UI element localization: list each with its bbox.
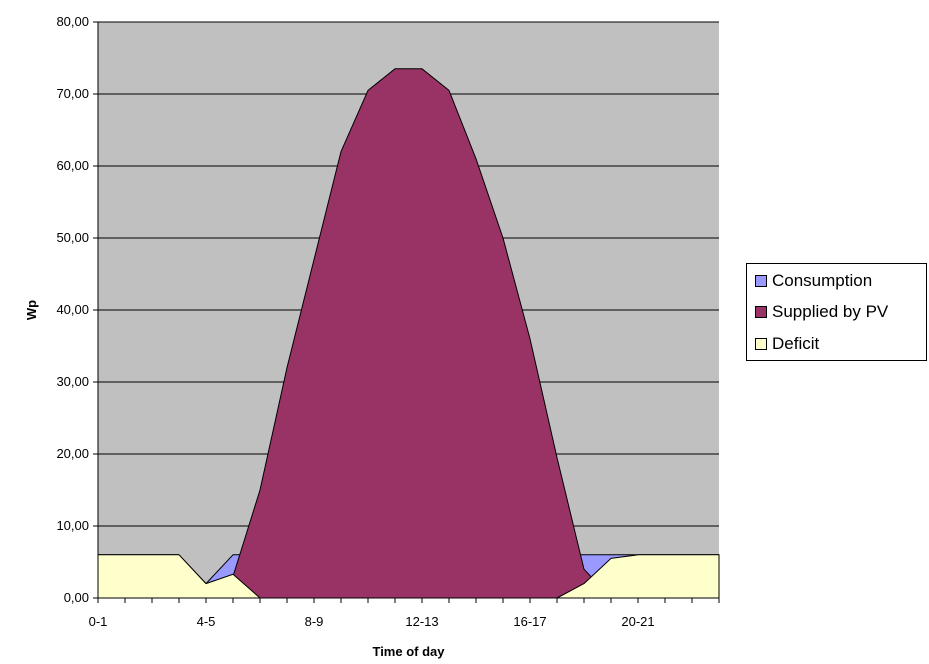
legend-label: Deficit [772, 334, 820, 353]
y-tick-label: 0,00 [64, 590, 89, 605]
legend-swatch [755, 275, 767, 287]
legend-label: Consumption [772, 271, 873, 290]
legend-item-deficit: Deficit [755, 334, 819, 354]
x-tick-labels: 0-1 4-5 8-9 12-13 16-17 20-21 [89, 614, 655, 629]
y-tick-label: 30,00 [56, 374, 89, 389]
x-tick-label: 0-1 [89, 614, 108, 629]
x-axis-title: Time of day [372, 644, 445, 659]
legend-item-supplied-by-pv: Supplied by PV [755, 302, 888, 322]
legend-swatch [755, 306, 767, 318]
legend-item-consumption: Consumption [755, 271, 872, 291]
y-tick-label: 40,00 [56, 302, 89, 317]
legend: Consumption Supplied by PV Deficit [746, 263, 927, 361]
y-tick-label: 60,00 [56, 158, 89, 173]
x-tick-label: 16-17 [513, 614, 546, 629]
x-tick-label: 12-13 [405, 614, 438, 629]
y-tick-labels: 0,00 10,00 20,00 30,00 40,00 50,00 60,00 70,00 8… [56, 14, 89, 605]
legend-label: Supplied by PV [772, 302, 889, 321]
series-areas [97, 68, 720, 599]
y-tick-label: 80,00 [56, 14, 89, 29]
y-tick-label: 70,00 [56, 86, 89, 101]
y-tick-label: 10,00 [56, 518, 89, 533]
y-tick-label: 20,00 [56, 446, 89, 461]
axes [97, 22, 720, 603]
x-tick-label: 4-5 [197, 614, 216, 629]
x-tick-label: 20-21 [621, 614, 654, 629]
legend-swatch [755, 338, 767, 350]
y-axis-title: Wp [24, 300, 39, 320]
x-tick-label: 8-9 [305, 614, 324, 629]
y-tick-label: 50,00 [56, 230, 89, 245]
